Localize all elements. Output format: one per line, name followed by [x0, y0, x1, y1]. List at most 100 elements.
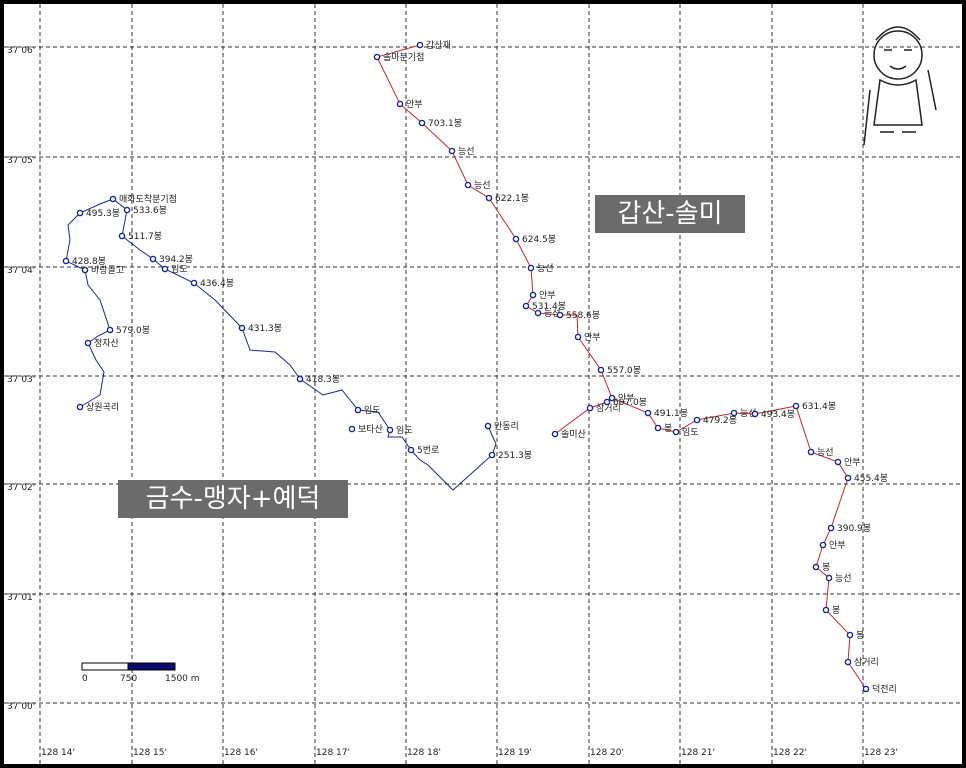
waypoint [373, 53, 381, 61]
waypoint-label: 557.0봉 [607, 365, 641, 376]
lon-label: 128 21' [681, 748, 715, 758]
waypoint [608, 394, 616, 402]
waypoint-label: 511.7봉 [128, 231, 162, 242]
waypoint [118, 232, 126, 240]
waypoint-label: 봉 [856, 630, 864, 641]
waypoint-label: 558.6봉 [566, 310, 600, 321]
waypoint [751, 410, 759, 418]
lat-label: 37 06' [7, 46, 35, 56]
waypoint [844, 474, 852, 482]
waypoint-label: 703.1봉 [428, 118, 462, 129]
waypoint-label: 431.3봉 [248, 323, 282, 334]
waypoint-label: 봉 [832, 605, 840, 616]
scale-label: 0 [82, 674, 88, 684]
waypoint-label: 531.4봉 [532, 301, 566, 312]
waypoint-label: 능선 [458, 146, 475, 157]
lon-label: 128 19' [498, 748, 532, 758]
waypoint [862, 685, 870, 693]
waypoint-label: 삼거리 [596, 403, 621, 414]
waypoint [354, 406, 362, 414]
waypoint [551, 430, 559, 438]
lon-label: 128 23' [864, 748, 898, 758]
waypoint-label: 631.4봉 [802, 401, 836, 412]
waypoint-label: 솔마분기점 [383, 51, 424, 63]
waypoint [846, 631, 854, 639]
scale-label: 1500 m [165, 674, 200, 684]
lat-label: 37 04' [7, 266, 35, 276]
waypoint [825, 574, 833, 582]
lon-label: 128 20' [590, 748, 624, 758]
waypoint [522, 302, 530, 310]
waypoint-label: 솔미산 [561, 429, 586, 440]
waypoint-label: 안부 [844, 457, 861, 468]
waypoint-label: 삼거리 [854, 657, 879, 668]
waypoint-label: 5번로 [417, 445, 439, 456]
waypoint [654, 424, 662, 432]
scale-label: 750 [120, 674, 137, 684]
waypoint-label: 임도 [171, 263, 188, 275]
waypoint [586, 404, 594, 412]
waypoint [512, 235, 520, 243]
waypoint [672, 428, 680, 436]
waypoint [488, 451, 496, 459]
waypoint-label: 428.8봉 [72, 256, 106, 267]
lat-label: 37 05' [7, 156, 35, 166]
waypoint [556, 311, 564, 319]
map-background [4, 4, 962, 764]
waypoint-label: 안부 [406, 99, 423, 110]
waypoint-label: 능선 [474, 180, 491, 191]
waypoint [386, 426, 394, 434]
waypoint [81, 266, 89, 274]
waypoint-label: 493.4봉 [761, 409, 795, 420]
lat-label: 37 01' [7, 593, 35, 603]
waypoint [109, 195, 117, 203]
waypoint-label: 매화도착분기점 [119, 193, 177, 205]
waypoint-label: 갑산재 [426, 39, 451, 51]
area-label-box [118, 480, 348, 518]
waypoint [827, 524, 835, 532]
waypoint-label: 임도 [682, 426, 699, 438]
waypoint-label: 상원곡리 [86, 402, 119, 413]
waypoint [464, 181, 472, 189]
waypoint-label: 607.0봉 [613, 397, 647, 408]
waypoint-label: 바랑골고 [91, 264, 124, 276]
waypoint [730, 409, 738, 417]
waypoint-label: 임도 [364, 404, 381, 416]
waypoint [76, 209, 84, 217]
lon-label: 128 18' [407, 748, 441, 758]
waypoint [603, 398, 611, 406]
waypoint-label: 능선 [835, 573, 852, 584]
waypoint-label: 251.3봉 [498, 450, 532, 461]
waypoint [106, 326, 114, 334]
waypoint [418, 119, 426, 127]
waypoint [76, 403, 84, 411]
scale-bar-white [81, 662, 129, 671]
cartoon [863, 26, 937, 146]
lon-label: 128 22' [773, 748, 807, 758]
waypoint-label: 임도 [396, 424, 413, 436]
waypoint-label: 479.2봉 [703, 415, 737, 426]
waypoint-label: 622.1봉 [495, 193, 529, 204]
waypoint [529, 291, 537, 299]
waypoint [534, 309, 542, 317]
waypoint-label: 안부 [539, 290, 556, 301]
waypoint-label: 능선 [817, 447, 834, 458]
waypoint [834, 458, 842, 466]
waypoint [484, 422, 492, 430]
waypoint [527, 264, 535, 272]
waypoint [348, 425, 356, 433]
waypoint-label: 능선 [740, 408, 757, 419]
scale-bar-dark [127, 662, 176, 671]
lat-label: 37 02' [7, 483, 35, 493]
waypoint [416, 41, 424, 49]
waypoint [238, 324, 246, 332]
waypoint-label: 491.1봉 [654, 408, 688, 419]
waypoint [819, 541, 827, 549]
waypoint-label: 436.4봉 [200, 278, 234, 289]
waypoint-label: 정자산 [94, 338, 119, 349]
waypoint-label: 보타산 [358, 424, 383, 435]
waypoint-label: 안동리 [494, 421, 519, 432]
waypoint-label: 390.9봉 [837, 523, 871, 534]
waypoint [597, 366, 605, 374]
